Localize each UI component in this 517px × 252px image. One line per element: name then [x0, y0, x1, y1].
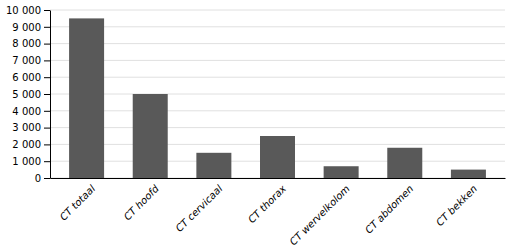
- x-tick: CT totaal: [58, 178, 98, 223]
- x-tick: CT hoofd: [122, 178, 162, 222]
- bar: [196, 153, 231, 178]
- y-tick-label: 1 000: [12, 156, 41, 167]
- grid-line: [50, 94, 505, 95]
- y-axis: 0 1 000 2 000 3 000 4 000 5 000 6 000 7 000 8 00…: [6, 5, 51, 184]
- y-tick-mark: [44, 94, 50, 95]
- grid: [50, 10, 505, 178]
- y-tick-label: 5 000: [12, 89, 41, 100]
- grid-line: [50, 10, 505, 11]
- y-tick-label: 6 000: [12, 72, 41, 83]
- grid-line: [50, 60, 505, 61]
- x-tick-label: CT bekken: [434, 183, 479, 228]
- x-tick-label: CT hoofd: [122, 182, 162, 222]
- grid-line: [50, 110, 505, 111]
- y-tick-mark: [44, 77, 50, 78]
- y-tick-label: 3 000: [12, 122, 41, 133]
- bar: [133, 94, 168, 178]
- grid-line: [50, 26, 505, 27]
- y-tick: 10 000: [6, 5, 50, 16]
- y-tick-label: 9 000: [12, 22, 41, 33]
- x-tick: CT cervicaal: [173, 178, 224, 234]
- y-tick-label: 10 000: [6, 5, 41, 16]
- bar: [387, 148, 422, 178]
- grid-line: [50, 43, 505, 44]
- y-tick-mark: [44, 178, 50, 179]
- y-axis-line: [50, 11, 51, 179]
- bar: [451, 170, 486, 178]
- y-tick-label: 2 000: [12, 139, 41, 150]
- x-tick: CT bekken: [434, 178, 479, 228]
- y-tick-mark: [44, 128, 50, 129]
- y-tick: 9 000: [12, 22, 50, 33]
- y-tick-label: 7 000: [12, 55, 41, 66]
- y-tick: 6 000: [12, 72, 50, 83]
- y-tick-mark: [44, 161, 50, 162]
- y-tick-label: 0: [35, 173, 41, 184]
- y-tick: 7 000: [12, 55, 50, 66]
- y-tick: 1 000: [12, 156, 50, 167]
- grid-line: [50, 127, 505, 128]
- y-tick: 4 000: [12, 106, 50, 117]
- y-tick-mark: [44, 111, 50, 112]
- y-tick: 2 000: [12, 139, 50, 150]
- x-tick-label: CT thorax: [246, 183, 288, 225]
- x-tick: CT abdomen: [363, 178, 416, 236]
- x-axis: CT totaalCT hoofdCT cervicaalCT thoraxCT…: [51, 178, 506, 247]
- bars: [69, 18, 486, 178]
- y-tick-mark: [44, 144, 50, 145]
- chart: 0 1 000 2 000 3 000 4 000 5 000 6 000 7 000 8 00…: [0, 0, 517, 252]
- y-tick-label: 8 000: [12, 38, 41, 49]
- bar: [69, 18, 104, 178]
- y-tick-mark: [44, 27, 50, 28]
- x-axis-line: [51, 178, 506, 179]
- y-tick: 0: [35, 173, 50, 184]
- y-tick-label: 4 000: [12, 106, 41, 117]
- x-tick-label: CT totaal: [58, 183, 98, 223]
- x-tick: CT thorax: [246, 178, 288, 225]
- y-tick-mark: [44, 10, 50, 11]
- x-tick-label: CT abdomen: [363, 183, 416, 236]
- grid-line: [50, 77, 505, 78]
- y-tick-mark: [44, 44, 50, 45]
- y-tick: 5 000: [12, 89, 50, 100]
- y-tick: 3 000: [12, 122, 50, 133]
- plot: 0 1 000 2 000 3 000 4 000 5 000 6 000 7 000 8 00…: [6, 5, 506, 248]
- x-tick: CT wervelkolom: [287, 178, 352, 247]
- y-tick: 8 000: [12, 38, 50, 49]
- x-tick-label: CT wervelkolom: [287, 183, 352, 248]
- y-tick-mark: [44, 60, 50, 61]
- bar: [260, 136, 295, 178]
- bar: [324, 166, 359, 178]
- x-tick-label: CT cervicaal: [173, 183, 224, 234]
